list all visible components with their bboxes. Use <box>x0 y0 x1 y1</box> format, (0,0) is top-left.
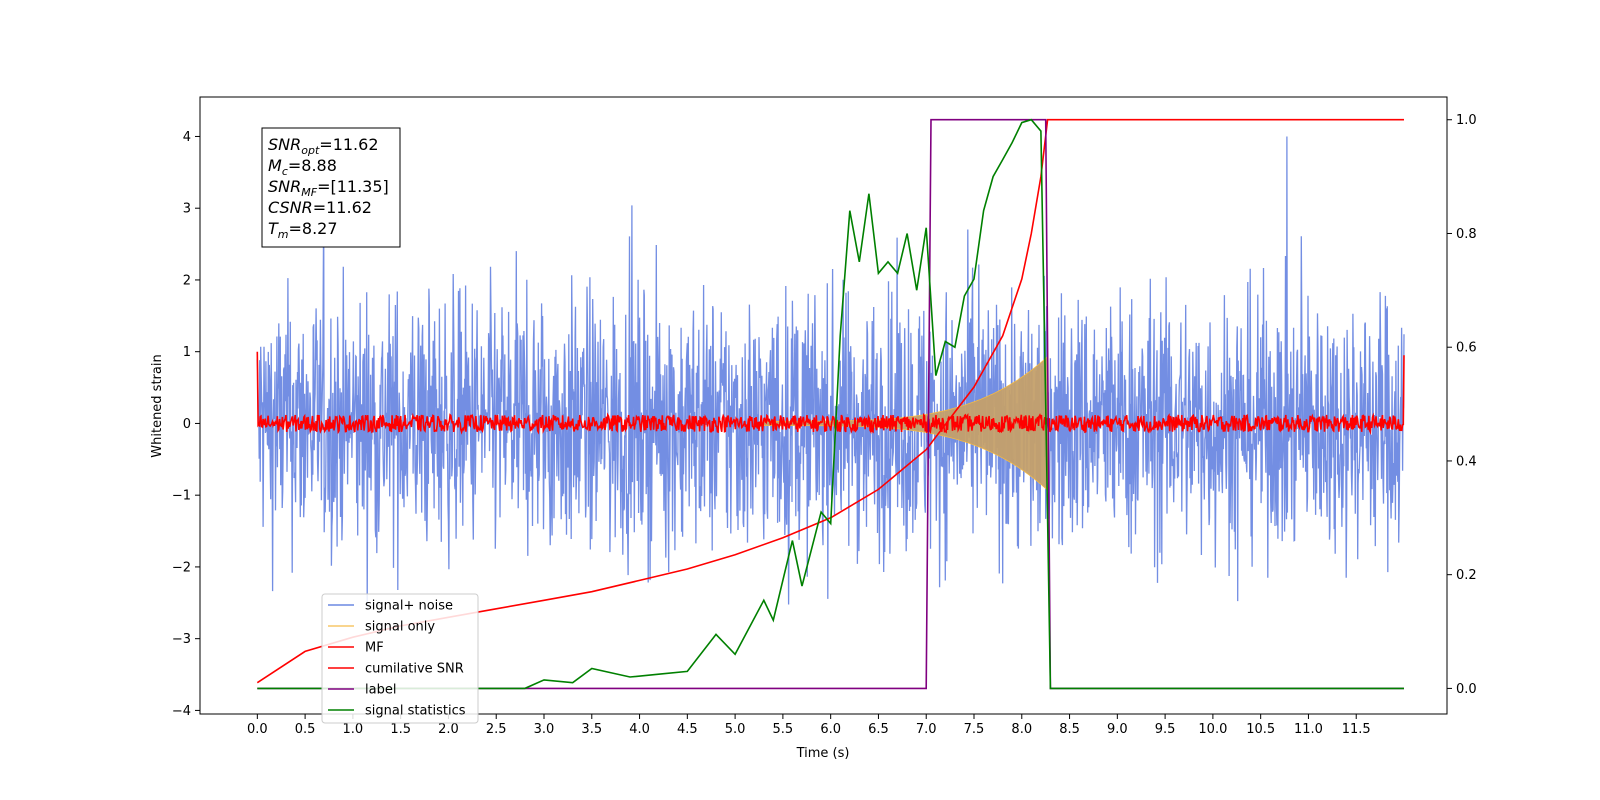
y-tick-label: −3 <box>172 632 191 647</box>
y-tick-label: −2 <box>172 560 191 575</box>
x-tick-label: 5.5 <box>773 722 794 737</box>
x-tick-label: 3.0 <box>534 722 555 737</box>
x-tick-label: 3.5 <box>581 722 602 737</box>
x-axis: 0.0 0.5 1.0 1.5 2.0 2.5 3.0 3.5 4.0 4.5 5.0 5.5 6.0 6… <box>247 714 1371 737</box>
y-tick-label: −4 <box>172 704 191 719</box>
annotation-line: Tm=8.27 <box>268 219 338 241</box>
plot-frame <box>199 96 1448 715</box>
annotation-line: Mc=8.88 <box>268 156 337 178</box>
x-tick-label: 10.0 <box>1198 722 1227 737</box>
y2-tick-label: 0.2 <box>1456 568 1477 583</box>
y-tick-label: 3 <box>183 202 191 217</box>
x-tick-label: 9.0 <box>1107 722 1128 737</box>
series-mf <box>256 351 1405 435</box>
y2-tick-label: 0.4 <box>1456 454 1477 469</box>
y-axis-right: 0.0 0.2 0.4 0.6 0.8 1.0 <box>1447 113 1477 697</box>
x-tick-label: 2.0 <box>438 722 459 737</box>
y-tick-label: 0 <box>183 417 191 432</box>
y-axis-label: Whitened strain <box>150 354 165 457</box>
series-signal-statistics <box>257 118 1404 690</box>
x-tick-label: 6.5 <box>868 722 889 737</box>
x-tick-label: 4.5 <box>677 722 698 737</box>
x-tick-label: 7.5 <box>964 722 985 737</box>
x-tick-label: 6.0 <box>820 722 841 737</box>
x-tick-label: 0.5 <box>295 722 316 737</box>
annotation-line: CSNR=11.62 <box>268 198 372 217</box>
legend-frame <box>321 593 479 724</box>
x-tick-label: 8.5 <box>1059 722 1080 737</box>
annotation-line: SNRMF=[11.35] <box>268 177 389 199</box>
y-tick-label: 2 <box>183 273 191 288</box>
legend: signal+ noise signal only MF cumilative SNR… <box>321 593 479 724</box>
y2-tick-label: 0.6 <box>1456 341 1477 356</box>
legend-label: signal statistics <box>365 704 466 719</box>
x-tick-label: 11.0 <box>1294 722 1323 737</box>
x-axis-label: Time (s) <box>796 746 850 761</box>
y-tick-label: −1 <box>172 489 191 504</box>
stats-annotation-box: SNRopt=11.62Mc=8.88SNRMF=[11.35]CSNR=11.… <box>261 127 401 248</box>
annotation-frame <box>261 127 401 248</box>
x-tick-label: 10.5 <box>1246 722 1275 737</box>
x-tick-label: 2.5 <box>486 722 507 737</box>
x-tick-label: 11.5 <box>1342 722 1371 737</box>
x-tick-label: 0.0 <box>247 722 268 737</box>
x-tick-label: 1.0 <box>343 722 364 737</box>
series-signal-noise <box>256 136 1405 608</box>
y2-tick-label: 0.0 <box>1456 682 1477 697</box>
y-tick-label: 1 <box>183 345 191 360</box>
y-tick-label: 4 <box>183 130 191 145</box>
y2-tick-label: 1.0 <box>1456 113 1477 128</box>
x-tick-label: 5.0 <box>725 722 746 737</box>
legend-label: MF <box>365 641 384 656</box>
x-tick-label: 1.5 <box>390 722 411 737</box>
x-tick-label: 4.0 <box>629 722 650 737</box>
legend-label: cumilative SNR <box>365 662 464 677</box>
y2-tick-label: 0.8 <box>1456 227 1477 242</box>
legend-label: signal only <box>365 620 435 635</box>
x-tick-label: 8.0 <box>1011 722 1032 737</box>
legend-label: label <box>365 683 396 698</box>
legend-label: signal+ noise <box>365 599 453 614</box>
y-axis-left: −4 −3 −2 −1 0 1 2 3 4 <box>172 130 200 719</box>
annotation-line: SNRopt=11.62 <box>268 135 379 157</box>
x-tick-label: 7.0 <box>916 722 937 737</box>
x-tick-label: 9.5 <box>1155 722 1176 737</box>
plot-data-layer <box>256 118 1405 690</box>
